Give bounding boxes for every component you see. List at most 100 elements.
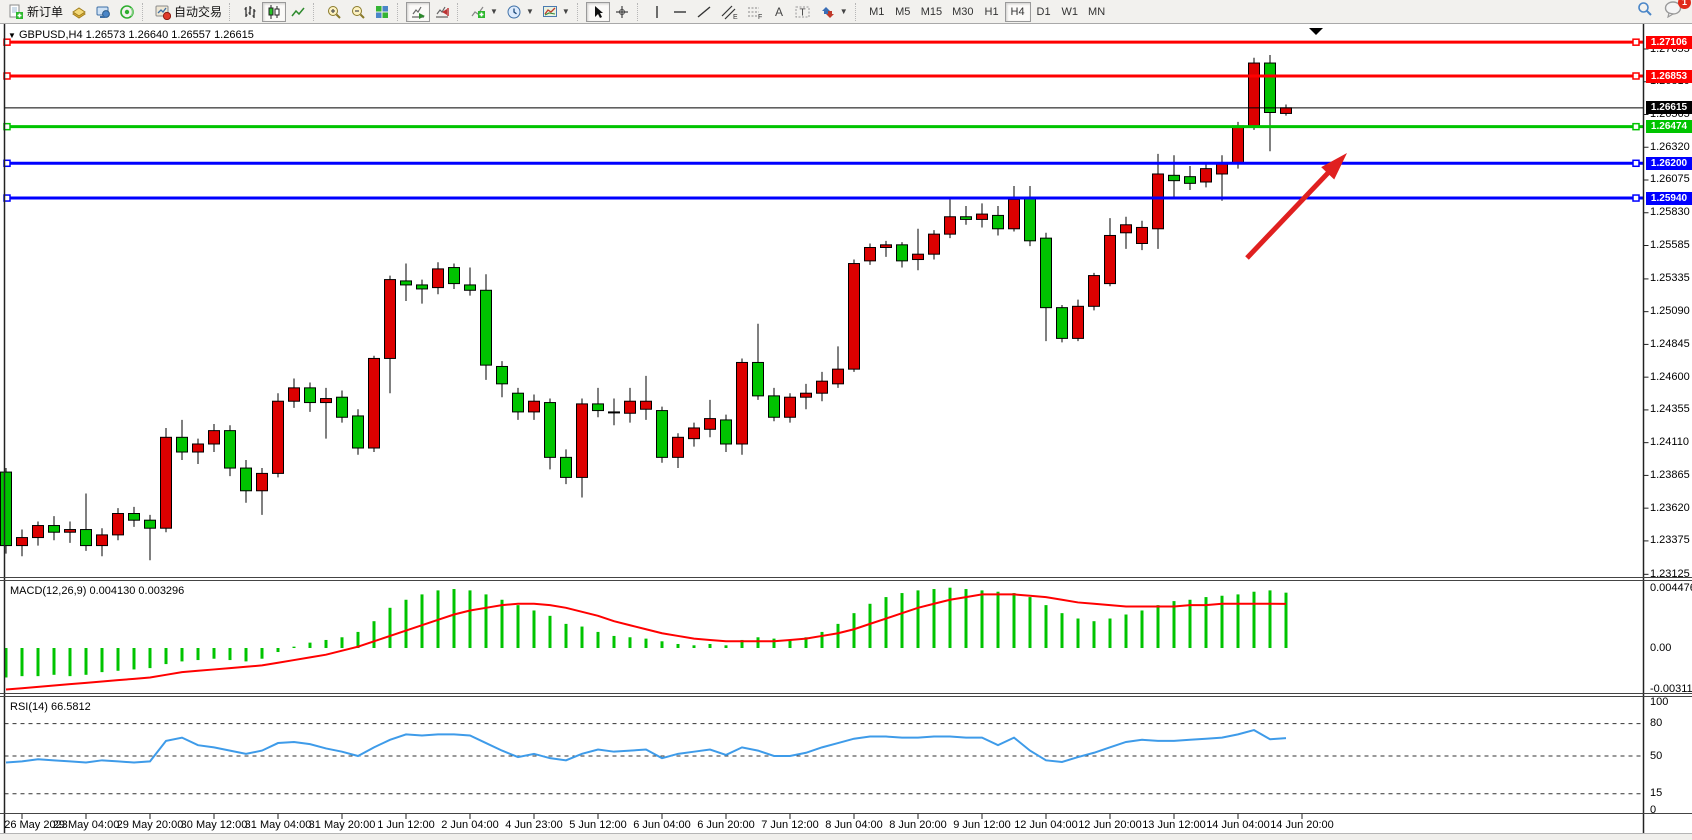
timeframe-h1-button[interactable]: H1 [979,2,1005,22]
macd-histogram-bar [356,631,360,648]
price-tick-label: 1.25830 [1650,206,1690,219]
macd-histogram-bar [884,597,888,648]
auto-scroll-icon [410,4,426,20]
hline-handle[interactable] [1632,122,1640,131]
chart-shift-marker-icon [1309,28,1323,35]
strategy-tester-button[interactable] [115,2,139,22]
macd-histogram-bar [1268,590,1272,648]
bear-candle [464,284,476,291]
rsi-axis-label: 100 [1650,695,1669,708]
new-order-icon [8,4,24,20]
macd-histogram-bar [164,648,168,665]
new-order-button[interactable]: 新订单 [4,2,67,22]
chart-shift-button[interactable] [430,2,454,22]
bear-candle [80,529,92,547]
svg-text:A: A [775,5,783,19]
trendline-tool-button[interactable] [692,2,716,22]
timeframe-h4-button[interactable]: H4 [1004,1,1031,22]
macd-histogram-bar [1108,618,1112,648]
channel-tool-button[interactable]: E [716,2,742,22]
bear-candle [1168,174,1180,182]
notifications-button[interactable]: 1 [1664,0,1691,23]
hline-handle[interactable] [1632,159,1640,168]
macd-histogram-bar [1060,613,1064,648]
macd-histogram-bar [244,648,248,662]
time-tick-label: 2 Jun 04:00 [441,819,499,831]
vertical-line-tool-button[interactable] [646,2,668,22]
macd-histogram-bar [1124,614,1128,648]
macd-histogram-bar [948,587,952,648]
candlestick-mode-button[interactable] [262,1,287,22]
bull-candle [208,430,220,445]
text-tool-button[interactable]: A [768,2,790,22]
macd-histogram-bar [804,637,808,648]
price-tick-label: 1.24355 [1650,403,1690,416]
bull-candle [672,436,684,458]
signal-icon [119,4,135,20]
macd-histogram-bar [1284,592,1288,648]
timeframe-m30-button[interactable]: M30 [947,2,978,22]
timeframe-m1-button[interactable]: M1 [864,2,890,22]
macd-histogram-bar [1156,605,1160,648]
templates-button[interactable]: ▼ [538,2,574,22]
bar-chart-mode-button[interactable] [238,2,262,22]
macd-histogram-bar [212,648,216,659]
text-label-tool-button[interactable]: T [790,2,816,22]
line-chart-mode-button[interactable] [286,2,310,22]
macd-histogram-bar [260,648,264,659]
price-tick-label: 1.26075 [1650,173,1690,186]
search-icon[interactable] [1636,0,1654,23]
periods-button[interactable]: ▼ [502,2,538,22]
price-tick-label: 1.23375 [1650,534,1690,547]
crosshair-tool-button[interactable] [610,2,634,22]
macd-histogram-bar [1220,595,1224,648]
horizontal-line-tool-button[interactable] [668,2,692,22]
timeframe-w1-button[interactable]: W1 [1057,2,1084,22]
hline-handle[interactable] [1632,38,1640,46]
hline-handle[interactable] [1632,194,1640,202]
timeframe-mn-button[interactable]: MN [1083,2,1110,22]
chart-shift-icon [434,4,450,20]
bull-candle [368,357,380,449]
data-window-button[interactable] [91,2,115,22]
line-chart-icon [290,4,306,20]
timeframe-d1-button[interactable]: D1 [1031,2,1057,22]
market-watch-button[interactable] [67,2,91,22]
chart-area[interactable]: ▼ GBPUSD,H4 1.26573 1.26640 1.26557 1.26… [0,24,1692,833]
arrows-tool-button[interactable]: ▼ [816,2,852,22]
rsi-indicator-label: RSI(14) 66.5812 [10,701,91,713]
zoom-in-button[interactable] [322,2,346,22]
vertical-line-icon [650,4,664,20]
auto-scroll-button[interactable] [406,1,431,22]
price-tick-label: 1.24110 [1650,436,1689,449]
price-tag-1.26474: 1.26474 [1646,120,1692,134]
macd-histogram-bar [1092,621,1096,648]
time-tick-label: 12 Jun 20:00 [1078,819,1142,831]
text-icon: A [772,4,786,20]
arrow-annotation-shaft[interactable] [1245,167,1334,260]
macd-histogram-bar [1012,593,1016,648]
arrows-icon [820,4,836,20]
macd-histogram-bar [916,590,920,648]
tile-windows-button[interactable] [370,2,394,22]
bear-candle [400,280,412,286]
macd-histogram-bar [180,648,184,662]
macd-histogram-bar [564,623,568,648]
timeframe-m5-button[interactable]: M5 [890,2,916,22]
bid-price-tag: 1.26615 [1646,101,1692,115]
fibonacci-tool-button[interactable]: F [742,2,768,22]
arrow-annotation-head[interactable] [1321,153,1347,180]
bear-candle [176,436,188,453]
timeframe-m15-button[interactable]: M15 [916,2,947,22]
macd-histogram-bar [1140,610,1144,648]
zoom-out-button[interactable] [346,2,370,22]
cursor-tool-button[interactable] [585,1,610,22]
price-tick-label: 1.25090 [1650,305,1690,318]
macd-histogram-bar [116,648,120,671]
macd-histogram-bar [100,648,104,673]
autotrading-button[interactable]: 自动交易 [151,2,226,22]
indicators-button[interactable]: ▼ [466,2,502,22]
toolbar-separator [854,2,861,21]
time-tick-label: 26 May 2023 [4,819,68,831]
hline-handle[interactable] [1632,72,1640,80]
